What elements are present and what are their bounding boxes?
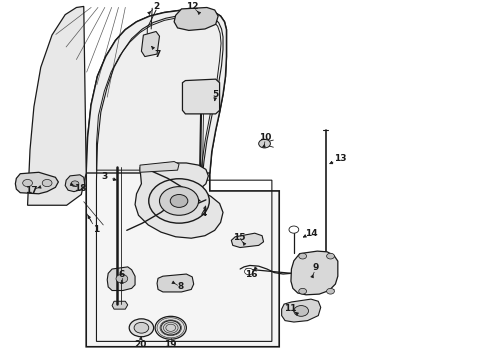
Text: 18: 18 — [74, 184, 86, 193]
Circle shape — [155, 316, 186, 339]
Text: 4: 4 — [200, 209, 207, 218]
Circle shape — [71, 181, 79, 186]
Circle shape — [134, 323, 149, 333]
Polygon shape — [142, 31, 159, 57]
Text: 17: 17 — [24, 186, 37, 195]
Text: 16: 16 — [245, 270, 257, 279]
Text: 6: 6 — [119, 270, 125, 279]
Polygon shape — [182, 79, 220, 114]
Polygon shape — [174, 8, 218, 30]
Text: 10: 10 — [259, 134, 272, 143]
Text: 1: 1 — [93, 225, 99, 234]
Text: 19: 19 — [165, 340, 177, 349]
Circle shape — [327, 253, 334, 259]
Polygon shape — [157, 274, 194, 292]
Polygon shape — [27, 6, 86, 205]
Polygon shape — [107, 267, 135, 291]
Text: 13: 13 — [334, 154, 346, 163]
Circle shape — [23, 179, 32, 186]
Circle shape — [170, 194, 188, 207]
Polygon shape — [140, 162, 179, 172]
Circle shape — [299, 253, 307, 259]
Text: 3: 3 — [101, 172, 107, 181]
Circle shape — [289, 226, 299, 233]
Circle shape — [129, 319, 154, 337]
Circle shape — [42, 179, 52, 186]
Text: 9: 9 — [313, 264, 319, 273]
Polygon shape — [282, 299, 321, 322]
Circle shape — [327, 288, 334, 294]
Polygon shape — [231, 233, 264, 248]
Text: 8: 8 — [177, 283, 184, 292]
Text: 7: 7 — [155, 50, 161, 59]
Circle shape — [161, 321, 180, 335]
Text: 5: 5 — [213, 90, 219, 99]
Polygon shape — [112, 301, 128, 309]
Polygon shape — [86, 10, 279, 347]
Circle shape — [245, 268, 253, 275]
Circle shape — [116, 274, 128, 283]
Polygon shape — [86, 10, 226, 173]
Text: 2: 2 — [153, 2, 159, 11]
Circle shape — [294, 306, 309, 316]
Circle shape — [299, 288, 307, 294]
Text: 15: 15 — [233, 233, 245, 242]
Polygon shape — [135, 163, 223, 238]
Circle shape — [159, 186, 198, 215]
Text: 12: 12 — [186, 2, 198, 11]
Polygon shape — [291, 251, 338, 295]
Circle shape — [149, 179, 209, 223]
Circle shape — [259, 139, 270, 148]
Text: 11: 11 — [284, 304, 296, 313]
Polygon shape — [15, 172, 58, 194]
Polygon shape — [65, 175, 85, 192]
Text: 14: 14 — [305, 229, 318, 238]
Text: 20: 20 — [134, 340, 146, 349]
